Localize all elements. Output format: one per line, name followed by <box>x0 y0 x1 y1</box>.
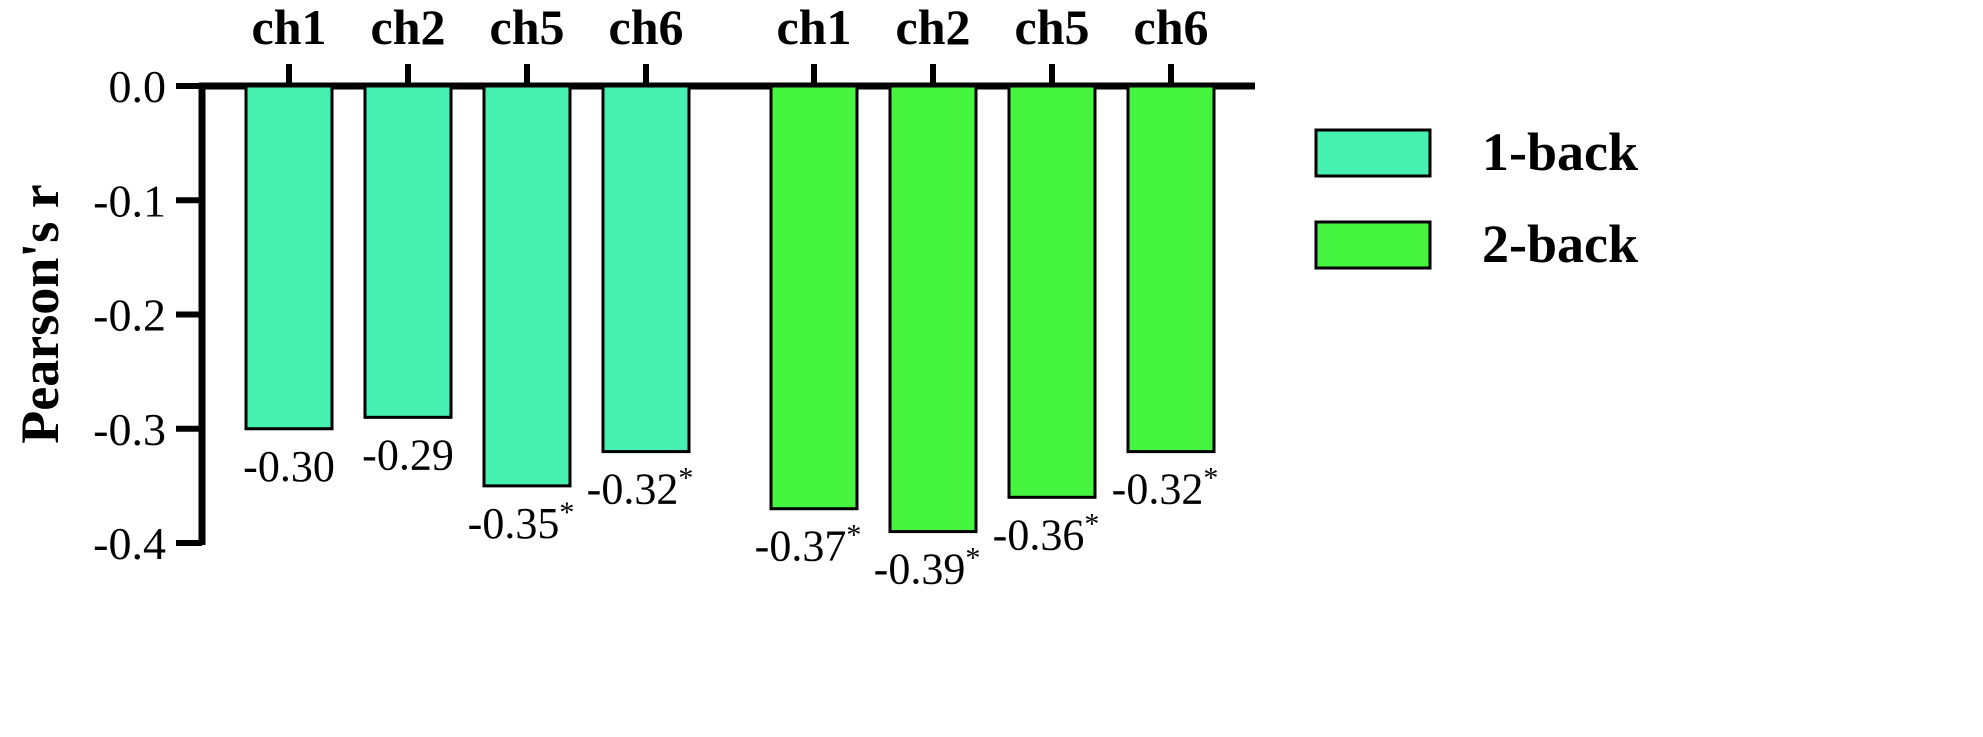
bar-2-back-ch1 <box>769 84 859 511</box>
significance-star: * <box>1084 507 1099 540</box>
category-label: ch2 <box>896 0 971 55</box>
y-tick-label: -0.3 <box>93 404 166 455</box>
category-label: ch1 <box>252 0 327 55</box>
category-label: ch1 <box>777 0 852 55</box>
significance-star: * <box>559 496 574 529</box>
legend-label: 1-back <box>1482 122 1638 182</box>
value-label: -0.35* <box>468 496 575 548</box>
legend-swatch <box>1314 220 1432 270</box>
value-label: -0.32* <box>587 462 694 514</box>
bar-2-back-ch5 <box>1007 84 1097 499</box>
category-label: ch2 <box>371 0 446 55</box>
category-label: ch6 <box>609 0 684 55</box>
y-tick-label: -0.2 <box>93 290 166 341</box>
y-axis-title: Pearson's r <box>10 184 70 443</box>
y-tick-label: -0.4 <box>93 518 166 569</box>
legend-label: 2-back <box>1482 214 1638 274</box>
bar-2-back-ch2 <box>888 84 978 534</box>
value-label: -0.37* <box>755 519 862 571</box>
significance-star: * <box>1203 462 1218 495</box>
bar-1-back-ch5 <box>482 84 572 488</box>
bars <box>244 84 1216 534</box>
legend: 1-back 2-back <box>1314 122 1638 274</box>
value-label: -0.32* <box>1112 462 1219 514</box>
value-label: -0.36* <box>993 507 1100 559</box>
significance-star: * <box>965 542 980 575</box>
bar-1-back-ch2 <box>363 84 453 419</box>
significance-star: * <box>678 462 693 495</box>
category-label: ch5 <box>1015 0 1090 55</box>
y-tick-label: 0.0 <box>109 61 167 112</box>
value-label: -0.39* <box>874 542 981 594</box>
value-label: -0.29 <box>362 430 454 479</box>
y-tick-label: -0.1 <box>93 175 166 226</box>
bar-1-back-ch6 <box>601 84 691 454</box>
labels: ch1 -0.30 ch2 -0.29 ch5 -0.35* ch6 -0.32* ch1 -0.… <box>243 0 1218 594</box>
bar-1-back-ch1 <box>244 84 334 431</box>
category-label: ch5 <box>490 0 565 55</box>
significance-star: * <box>846 519 861 552</box>
axes: 0.0 -0.1 -0.2 -0.3 -0.4 Pearson's r <box>10 61 1255 569</box>
value-label: -0.30 <box>243 442 335 491</box>
category-label: ch6 <box>1134 0 1209 55</box>
bar-2-back-ch6 <box>1126 84 1216 454</box>
legend-swatch <box>1314 128 1432 178</box>
